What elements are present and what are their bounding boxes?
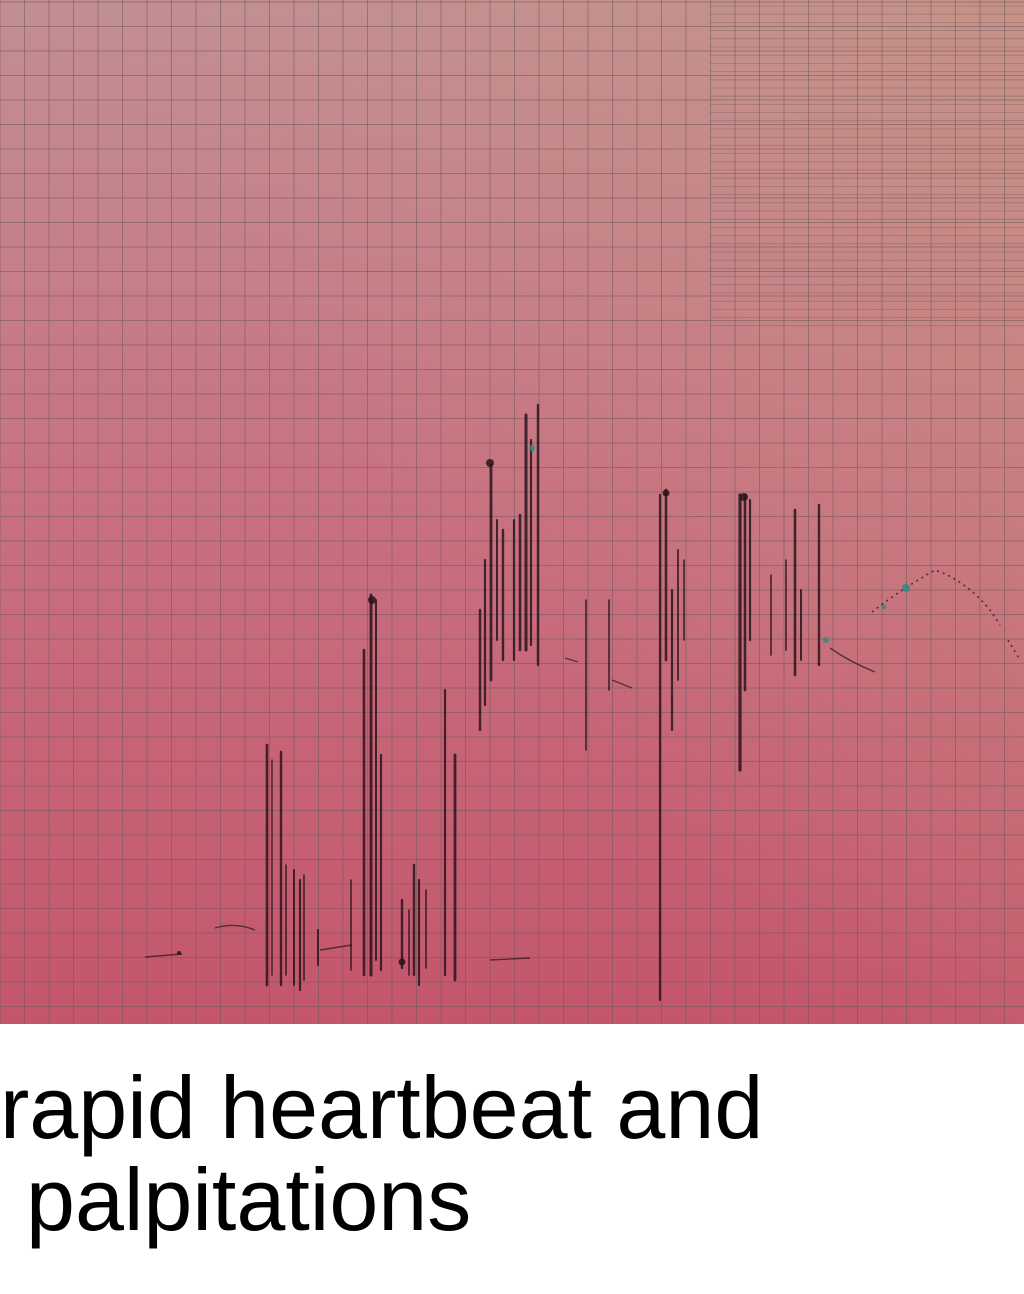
ink-blot — [662, 489, 670, 497]
ink-blot — [177, 951, 181, 955]
ink-blot — [881, 604, 887, 610]
ink-blot — [398, 958, 406, 966]
ink-blot — [529, 445, 535, 451]
caption: rapid heartbeat and palpitations — [0, 1062, 1024, 1282]
ink-blot — [368, 596, 376, 604]
ink-blot — [740, 493, 748, 501]
paper-warm-tint — [0, 0, 1024, 1024]
caption-line-1: rapid heartbeat and — [0, 1058, 764, 1157]
ecg-baseline — [144, 647, 876, 961]
caption-line-2: palpitations — [26, 1150, 472, 1249]
ink-blot — [823, 637, 829, 643]
ink-blot — [902, 584, 910, 592]
ecg-artwork — [0, 0, 1024, 1024]
ecg-grid — [0, 0, 1024, 1024]
ecg-paper-illustration — [0, 0, 1024, 1024]
ecg-trace — [144, 403, 1021, 1002]
ink-blot — [486, 459, 494, 467]
ecg-dotted-tail — [871, 569, 1021, 661]
